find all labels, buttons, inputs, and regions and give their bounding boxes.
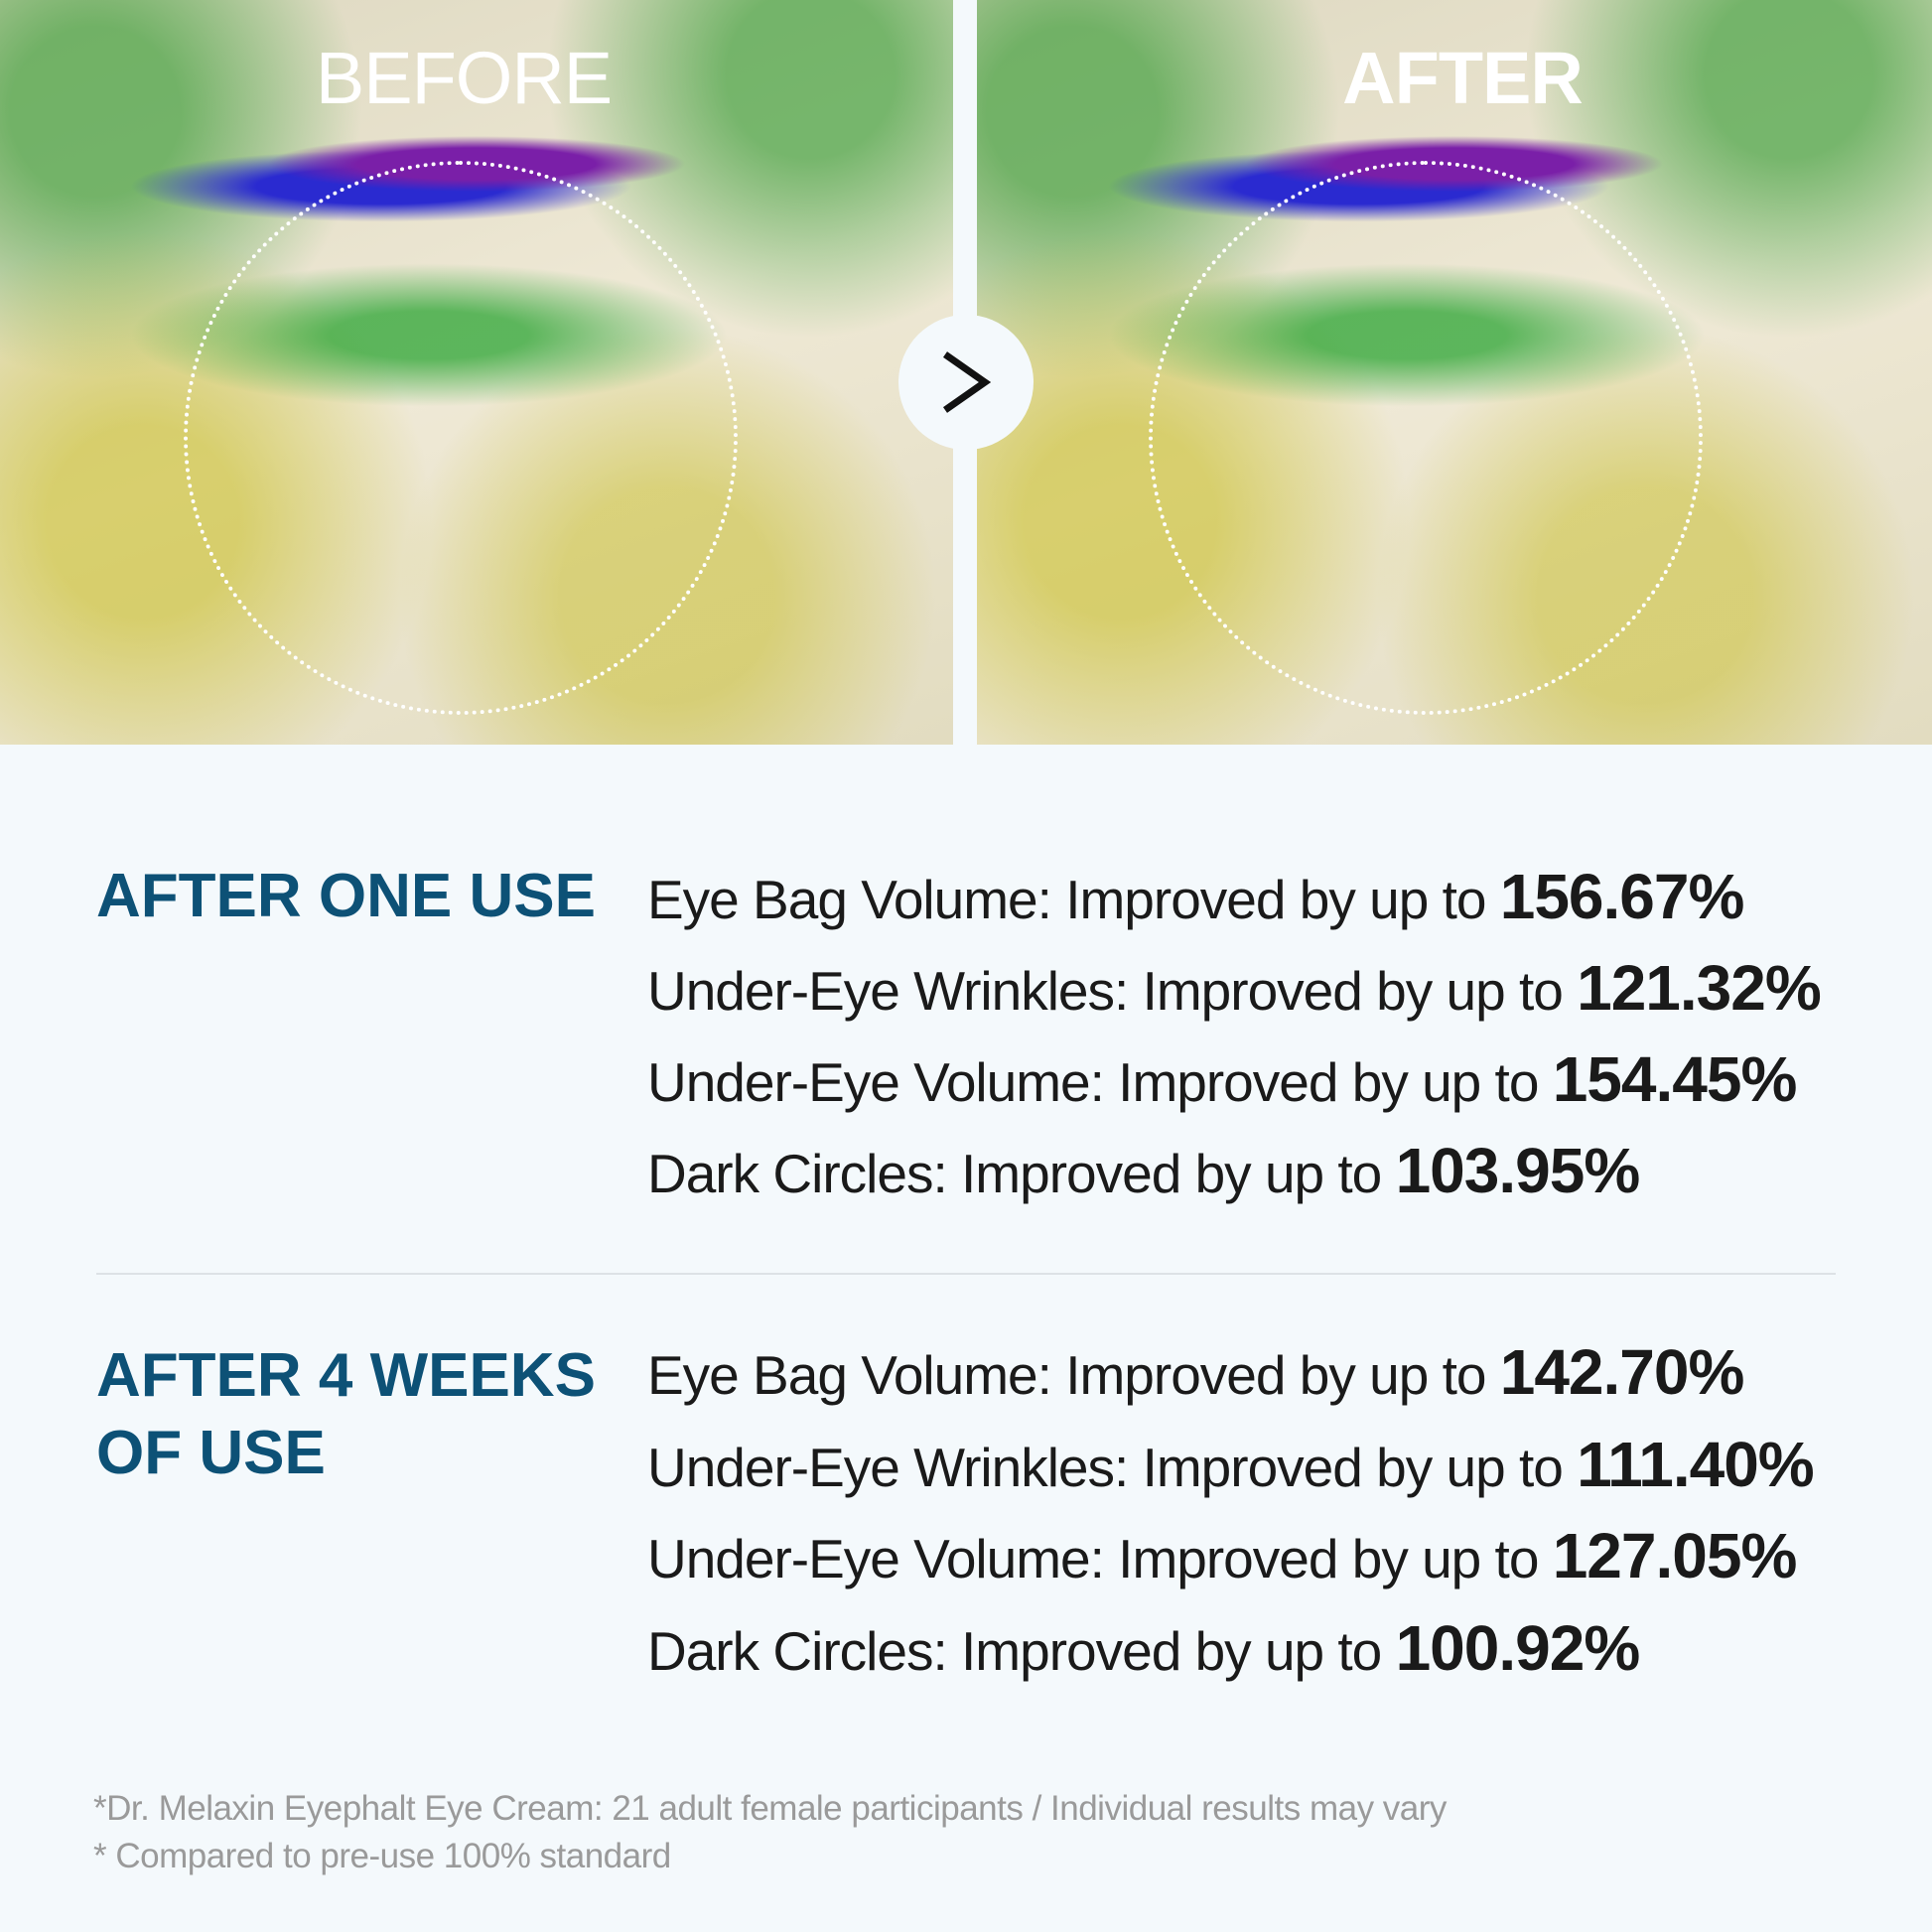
result-label: Under-Eye Volume: Improved by up to (647, 1051, 1539, 1113)
section-heading: AFTER 4 WEEKS OF USE (96, 1341, 596, 1487)
result-label: Dark Circles: Improved by up to (647, 1143, 1382, 1204)
result-row: Dark Circles: Improved by up to 103.95% (647, 1134, 1641, 1207)
result-row: Eye Bag Volume: Improved by up to 156.67… (647, 860, 1745, 933)
result-value: 156.67% (1499, 861, 1745, 932)
result-label: Under-Eye Volume: Improved by up to (647, 1528, 1539, 1589)
result-label: Dark Circles: Improved by up to (647, 1620, 1382, 1682)
result-label: Under-Eye Wrinkles: Improved by up to (647, 1437, 1564, 1498)
result-value: 142.70% (1499, 1336, 1745, 1408)
result-value: 127.05% (1552, 1520, 1798, 1591)
focus-circle (184, 161, 738, 715)
section-divider (96, 1273, 1836, 1275)
result-value: 100.92% (1395, 1612, 1641, 1684)
result-label: Eye Bag Volume: Improved by up to (647, 869, 1486, 930)
before-image: BEFORE (0, 0, 953, 745)
result-label: Under-Eye Wrinkles: Improved by up to (647, 960, 1564, 1022)
result-row: Under-Eye Volume: Improved by up to 154.… (647, 1042, 1798, 1116)
footnote: * Compared to pre-use 100% standard (93, 1837, 671, 1875)
result-value: 111.40% (1577, 1429, 1815, 1500)
result-row: Under-Eye Wrinkles: Improved by up to 12… (647, 951, 1822, 1025)
result-row: Under-Eye Volume: Improved by up to 127.… (647, 1519, 1798, 1592)
after-label: AFTER (1342, 37, 1584, 119)
result-row: Dark Circles: Improved by up to 100.92% (647, 1611, 1641, 1685)
footnote: *Dr. Melaxin Eyephalt Eye Cream: 21 adul… (93, 1789, 1447, 1828)
after-image: AFTER (977, 0, 1932, 745)
before-label: BEFORE (315, 37, 613, 119)
result-value: 103.95% (1395, 1135, 1641, 1206)
result-row: Under-Eye Wrinkles: Improved by up to 11… (647, 1428, 1815, 1501)
compare-arrow-button[interactable] (898, 315, 1034, 450)
result-value: 121.32% (1577, 952, 1822, 1024)
chevron-right-icon (942, 351, 991, 413)
result-row: Eye Bag Volume: Improved by up to 142.70… (647, 1335, 1745, 1409)
result-value: 154.45% (1552, 1043, 1798, 1115)
focus-circle (1149, 161, 1703, 715)
section-heading: AFTER ONE USE (96, 862, 596, 930)
result-label: Eye Bag Volume: Improved by up to (647, 1344, 1486, 1406)
